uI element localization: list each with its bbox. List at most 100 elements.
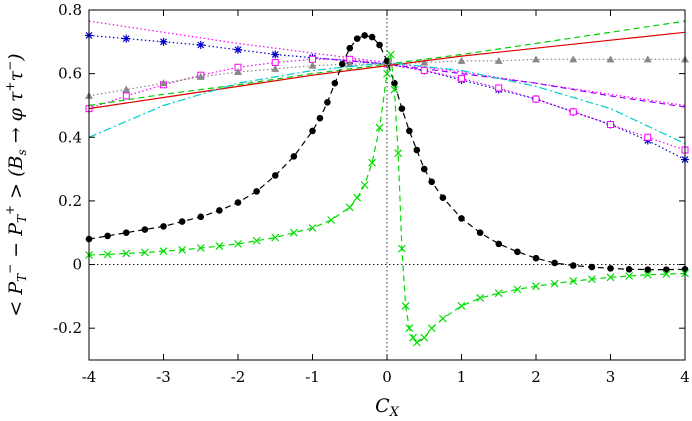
- data-point: [178, 245, 187, 254]
- data-point: [353, 35, 361, 42]
- data-point: [625, 272, 634, 280]
- data-point: [290, 153, 298, 160]
- data-point: [428, 178, 436, 186]
- data-point: [345, 203, 354, 212]
- data-point: [122, 229, 130, 237]
- data-point: [271, 172, 279, 179]
- data-point: [644, 266, 652, 273]
- data-point: [289, 228, 298, 237]
- x-tick-label: 2: [531, 368, 541, 386]
- data-point: [391, 79, 398, 87]
- data-point: [178, 218, 186, 225]
- data-point: [324, 98, 331, 106]
- data-point: [271, 50, 280, 59]
- data-point: [476, 294, 485, 302]
- data-point: [234, 239, 242, 248]
- data-point: [457, 301, 466, 310]
- x-tick-label: -4: [82, 368, 97, 386]
- series-layer: [85, 20, 689, 347]
- data-point: [316, 114, 324, 122]
- axis-ticks: -4 -3 -2 -1 0 1 2 3 4 -0.2 0 0.2 0.4 0.6 0.8: [53, 1, 690, 386]
- data-point: [420, 66, 428, 74]
- data-point: [122, 85, 131, 93]
- data-point: [141, 226, 149, 233]
- zero-reference-lines: [89, 10, 685, 360]
- data-point: [494, 56, 503, 64]
- y-tick-label: -0.2: [53, 319, 82, 337]
- data-point: [122, 92, 130, 100]
- data-point: [458, 74, 465, 82]
- data-point: [458, 215, 465, 222]
- data-point: [606, 273, 615, 282]
- x-tick-label: 1: [457, 368, 467, 386]
- data-point: [606, 55, 615, 63]
- data-point: [368, 33, 376, 41]
- data-point: [309, 55, 316, 63]
- data-point: [159, 79, 168, 87]
- data-point: [331, 79, 339, 87]
- data-point: [345, 60, 354, 68]
- x-axis-label: CX: [375, 395, 400, 420]
- data-point: [196, 41, 205, 49]
- data-point: [308, 224, 317, 232]
- data-point: [663, 266, 670, 273]
- data-point: [252, 236, 261, 245]
- data-point: [360, 181, 369, 189]
- data-point: [457, 56, 466, 64]
- x-tick-label: -2: [231, 368, 246, 386]
- x-tick-label: 3: [606, 368, 616, 386]
- data-point: [309, 127, 316, 135]
- y-tick-label: 0.6: [58, 65, 82, 83]
- x-tick-label: -3: [156, 368, 171, 386]
- data-point: [551, 259, 558, 267]
- data-point: [327, 216, 336, 224]
- data-point: [532, 282, 540, 291]
- x-tick-label: -1: [305, 368, 320, 386]
- data-point: [159, 247, 168, 256]
- data-point: [253, 188, 260, 195]
- data-point: [607, 121, 614, 129]
- x-tick-label: 4: [680, 368, 690, 386]
- data-point: [234, 45, 242, 54]
- data-point: [401, 301, 410, 310]
- data-point: [420, 333, 429, 342]
- data-point: [398, 105, 406, 112]
- data-point: [420, 165, 428, 173]
- data-point: [644, 133, 652, 141]
- data-point: [339, 60, 346, 68]
- data-point: [196, 72, 205, 80]
- data-point: [122, 249, 131, 258]
- data-point: [413, 146, 421, 154]
- data-point: [438, 314, 447, 323]
- data-point: [439, 194, 447, 202]
- data-point: [643, 270, 652, 279]
- data-point: [532, 254, 540, 262]
- data-point: [216, 207, 223, 214]
- data-point: [104, 232, 111, 240]
- data-point: [215, 242, 224, 251]
- y-tick-label: 0.4: [58, 128, 82, 146]
- data-point: [550, 279, 559, 288]
- data-point: [409, 333, 417, 342]
- data-point: [587, 275, 596, 284]
- series-8: [85, 32, 689, 273]
- data-point: [271, 59, 279, 66]
- data-point: [390, 85, 399, 94]
- data-point: [494, 289, 503, 298]
- data-point: [197, 213, 205, 221]
- data-point: [532, 95, 540, 103]
- data-point: [662, 270, 671, 279]
- data-point: [160, 223, 167, 230]
- series-6: [88, 31, 686, 110]
- series-line: [88, 31, 686, 110]
- y-axis-label: < PT− − PT+ > (Bs → φ τ+τ−): [3, 53, 29, 316]
- data-point: [122, 34, 131, 43]
- data-point: [513, 285, 522, 294]
- data-point: [420, 58, 429, 66]
- y-tick-label: 0: [72, 256, 82, 274]
- y-tick-label: 0.2: [58, 192, 82, 210]
- data-point: [514, 248, 521, 256]
- data-point: [569, 262, 577, 269]
- data-point: [394, 149, 403, 158]
